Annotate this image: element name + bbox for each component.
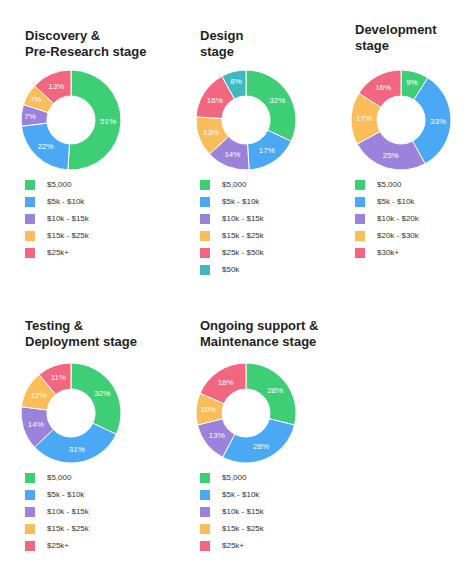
- html-text:$25k - $50k: $25k - $50k: [222, 248, 264, 257]
- html-text:$5k - $10k: $5k - $10k: [222, 197, 260, 206]
- svg-text:12%: 12%: [31, 391, 47, 400]
- svg-text:11%: 11%: [51, 373, 66, 382]
- svg-text:13%: 13%: [209, 431, 225, 440]
- svg-text:10%: 10%: [200, 405, 216, 414]
- svg-text:28%: 28%: [253, 442, 269, 451]
- svg-text:33%: 33%: [430, 117, 446, 126]
- svg-text:17%: 17%: [356, 114, 372, 123]
- svg-text:16%: 16%: [375, 83, 391, 92]
- html-text:$25k+: $25k+: [47, 541, 69, 550]
- svg-text:13%: 13%: [48, 82, 64, 91]
- svg-text:28%: 28%: [267, 386, 283, 395]
- html-text:$25k+: $25k+: [47, 248, 69, 257]
- svg-text:32%: 32%: [94, 389, 110, 398]
- html-text:$5k - $10k: $5k - $10k: [377, 197, 415, 206]
- html-text:$5,000: $5,000: [47, 473, 72, 482]
- svg-text:8%: 8%: [230, 77, 242, 86]
- svg-text:14%: 14%: [224, 150, 240, 159]
- html-text:Development stage: Development stage: [355, 22, 437, 53]
- html-text:Testing & Deployment stage: Testing & Deployment stage: [25, 318, 137, 349]
- html-text:$10k - $15k: $10k - $15k: [222, 214, 264, 223]
- svg-text:7%: 7%: [30, 95, 42, 104]
- html-text:$5k - $10k: $5k - $10k: [47, 490, 85, 499]
- html-text:$5,000: $5,000: [222, 180, 247, 189]
- html-text:$30k+: $30k+: [377, 248, 399, 257]
- html-text:$15k - $25k: $15k - $25k: [222, 524, 264, 533]
- html-text:$10k - $15k: $10k - $15k: [47, 214, 89, 223]
- svg-text:25%: 25%: [383, 151, 399, 160]
- html-text:$5k - $10k: $5k - $10k: [47, 197, 85, 206]
- html-text:$10k - $15k: $10k - $15k: [47, 507, 89, 516]
- html-text:$5,000: $5,000: [47, 180, 72, 189]
- html-text:$50k: $50k: [222, 265, 240, 274]
- html-text:Discovery & Pre-Research stage: Discovery & Pre-Research stage: [25, 28, 147, 59]
- svg-text:22%: 22%: [38, 142, 54, 151]
- html-text:Design stage: Design stage: [200, 28, 244, 59]
- svg-text:16%: 16%: [207, 96, 223, 105]
- svg-text:13%: 13%: [203, 128, 219, 137]
- html-text:$25k+: $25k+: [222, 541, 244, 550]
- html-text:$5,000: $5,000: [222, 473, 247, 482]
- html-text:$20k - $30k: $20k - $30k: [377, 231, 419, 240]
- svg-text:18%: 18%: [218, 378, 234, 387]
- html-text:Ongoing support & Maintenance: Ongoing support & Maintenance stage: [200, 318, 319, 349]
- html-text:$10k - $15k: $10k - $15k: [222, 507, 264, 516]
- svg-text:32%: 32%: [269, 96, 285, 105]
- svg-text:7%: 7%: [24, 112, 36, 121]
- html-text:$5,000: $5,000: [377, 180, 402, 189]
- svg-text:14%: 14%: [28, 420, 44, 429]
- svg-text:9%: 9%: [406, 78, 418, 87]
- html-text:$15k - $25k: $15k - $25k: [47, 231, 89, 240]
- svg-text:51%: 51%: [100, 117, 116, 126]
- html-text:$15k - $25k: $15k - $25k: [222, 231, 264, 240]
- svg-text:17%: 17%: [259, 146, 275, 155]
- svg-text:31%: 31%: [69, 445, 85, 454]
- html-text:$5k - $10k: $5k - $10k: [222, 490, 260, 499]
- html-text:$15k - $25k: $15k - $25k: [47, 524, 89, 533]
- html-text:$10k - $20k: $10k - $20k: [377, 214, 419, 223]
